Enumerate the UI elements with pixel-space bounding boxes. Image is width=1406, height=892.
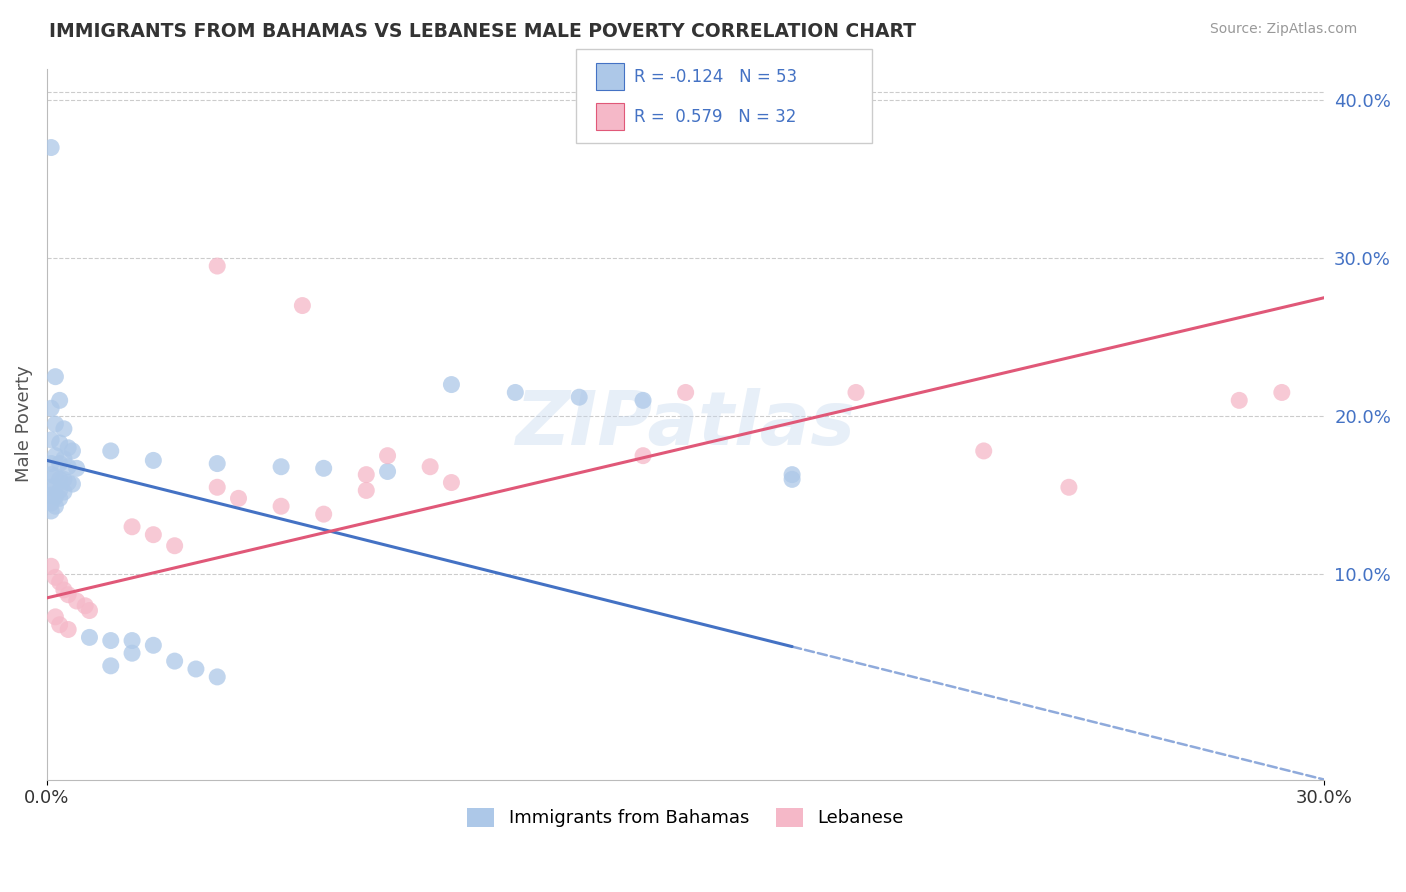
Point <box>79 603 101 617</box>
Point <box>48 617 70 632</box>
Point <box>44 369 66 384</box>
Point <box>39 467 62 482</box>
Point <box>39 480 62 494</box>
Point <box>44 610 66 624</box>
Point <box>56 475 79 490</box>
Point <box>121 520 143 534</box>
Point <box>1271 385 1294 400</box>
Text: IMMIGRANTS FROM BAHAMAS VS LEBANESE MALE POVERTY CORRELATION CHART: IMMIGRANTS FROM BAHAMAS VS LEBANESE MALE… <box>49 22 917 41</box>
Point <box>39 457 62 471</box>
Point <box>52 485 75 500</box>
Point <box>184 662 207 676</box>
Point <box>121 633 143 648</box>
Point <box>100 444 122 458</box>
Point <box>62 444 84 458</box>
Point <box>631 393 654 408</box>
Point <box>377 449 399 463</box>
Point <box>44 417 66 431</box>
Point <box>205 670 228 684</box>
Point <box>39 433 62 447</box>
Point <box>66 594 89 608</box>
Point <box>44 469 66 483</box>
Point <box>52 472 75 486</box>
Point <box>1057 480 1080 494</box>
Point <box>205 480 228 494</box>
Point <box>440 475 463 490</box>
Point <box>48 472 70 486</box>
Point <box>52 422 75 436</box>
Point <box>48 393 70 408</box>
Point <box>312 507 335 521</box>
Point <box>163 654 186 668</box>
Point <box>270 500 292 514</box>
Point <box>75 599 97 613</box>
Point <box>39 488 62 502</box>
Point <box>100 658 122 673</box>
Point <box>48 575 70 590</box>
Point <box>56 459 79 474</box>
Point <box>100 633 122 648</box>
Point <box>52 451 75 466</box>
Point <box>48 457 70 471</box>
Point <box>973 444 995 458</box>
Point <box>163 539 186 553</box>
Point <box>142 453 165 467</box>
Point <box>142 638 165 652</box>
Point <box>52 582 75 597</box>
Point <box>39 559 62 574</box>
Point <box>377 465 399 479</box>
Point <box>48 491 70 506</box>
Point <box>356 483 378 498</box>
Point <box>56 441 79 455</box>
Point <box>780 467 803 482</box>
Point <box>1227 393 1250 408</box>
Point <box>142 527 165 541</box>
Point <box>39 140 62 154</box>
Point <box>440 377 463 392</box>
Point <box>505 385 527 400</box>
Point <box>291 299 314 313</box>
Point <box>48 436 70 450</box>
Point <box>48 483 70 498</box>
Point <box>845 385 868 400</box>
Point <box>270 459 292 474</box>
Point <box>419 459 441 474</box>
Point <box>228 491 250 506</box>
Point <box>312 461 335 475</box>
Point <box>780 472 803 486</box>
Text: ZIPatlas: ZIPatlas <box>516 387 856 460</box>
Text: R =  0.579   N = 32: R = 0.579 N = 32 <box>634 108 796 126</box>
Point <box>79 631 101 645</box>
Point <box>44 500 66 514</box>
Point <box>62 477 84 491</box>
Point <box>121 646 143 660</box>
Point <box>205 457 228 471</box>
Point <box>66 461 89 475</box>
Point <box>44 570 66 584</box>
Point <box>39 496 62 510</box>
Y-axis label: Male Poverty: Male Poverty <box>15 366 32 483</box>
Point <box>205 259 228 273</box>
Point <box>56 588 79 602</box>
Point <box>39 401 62 416</box>
Text: Source: ZipAtlas.com: Source: ZipAtlas.com <box>1209 22 1357 37</box>
Point <box>675 385 697 400</box>
Point <box>568 390 591 404</box>
Point <box>44 449 66 463</box>
Point <box>631 449 654 463</box>
Point <box>44 480 66 494</box>
Point <box>56 623 79 637</box>
Legend: Immigrants from Bahamas, Lebanese: Immigrants from Bahamas, Lebanese <box>460 801 911 835</box>
Point <box>39 504 62 518</box>
Point <box>44 490 66 504</box>
Point <box>356 467 378 482</box>
Text: R = -0.124   N = 53: R = -0.124 N = 53 <box>634 68 797 86</box>
